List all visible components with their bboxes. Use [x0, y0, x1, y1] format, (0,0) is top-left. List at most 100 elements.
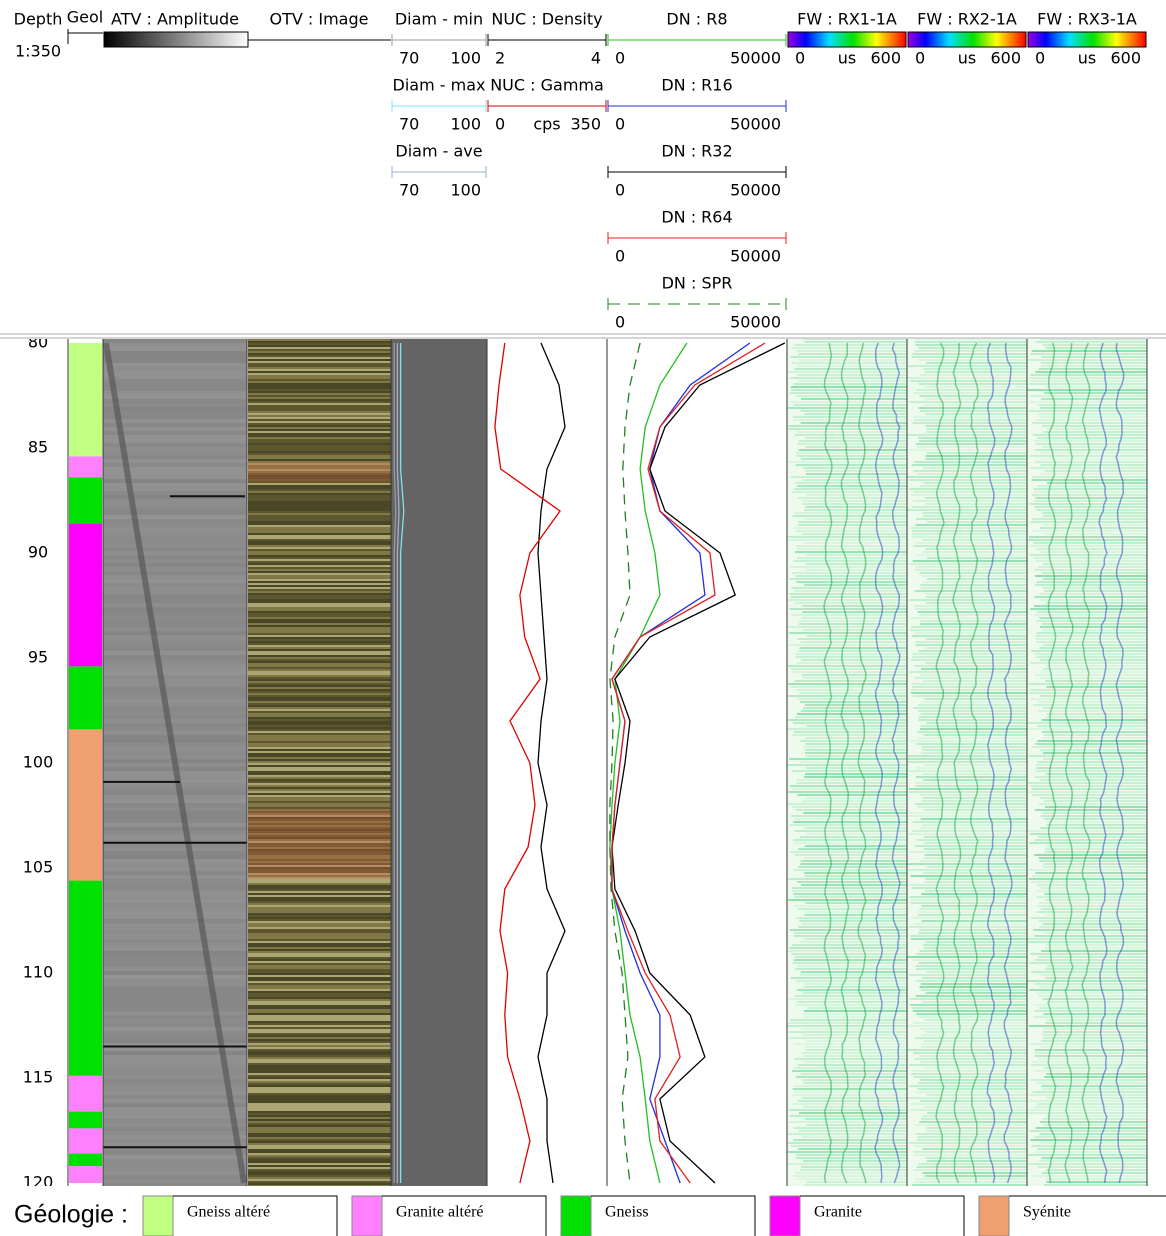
otv-texture — [248, 601, 391, 603]
otv-texture — [248, 729, 391, 731]
otv-texture — [248, 433, 391, 435]
otv-texture — [248, 711, 391, 713]
atv-texture — [103, 459, 247, 463]
otv-texture — [248, 769, 391, 771]
depth-tick-label: 90 — [28, 543, 48, 562]
otv-texture — [248, 1121, 391, 1123]
atv-texture — [103, 739, 247, 743]
otv-texture — [248, 1039, 391, 1041]
atv-texture — [103, 1155, 247, 1159]
atv-texture — [103, 799, 247, 803]
atv-texture — [103, 1055, 247, 1059]
otv-texture — [248, 1035, 391, 1037]
atv-texture — [103, 959, 247, 963]
scale-max: 600 — [870, 49, 901, 68]
otv-texture — [248, 597, 391, 599]
otv-texture — [248, 731, 391, 733]
otv-texture — [248, 805, 391, 807]
curve-title: Diam - ave — [395, 142, 482, 161]
otv-texture — [248, 1057, 391, 1059]
otv-texture — [248, 483, 391, 485]
otv-texture — [248, 961, 391, 963]
atv-texture — [103, 995, 247, 999]
otv-texture — [248, 797, 391, 799]
otv-texture — [248, 375, 391, 377]
atv-texture — [103, 999, 247, 1003]
legend-swatch — [142, 1195, 174, 1236]
atv-texture — [103, 1167, 247, 1171]
otv-texture — [248, 701, 391, 703]
otv-texture — [248, 795, 391, 797]
atv-texture — [103, 1095, 247, 1099]
otv-texture — [248, 549, 391, 551]
otv-texture — [248, 539, 391, 541]
otv-texture — [248, 619, 391, 621]
atv-texture — [103, 1171, 247, 1175]
otv-texture — [248, 1017, 391, 1019]
fw-wave — [1003, 342, 1013, 1184]
scale-max: 350 — [570, 115, 601, 134]
otv-texture — [248, 1145, 391, 1147]
atv-texture — [103, 679, 247, 683]
depth-tick-label: 120 — [23, 1173, 54, 1192]
atv-texture — [103, 839, 247, 843]
atv-texture — [103, 387, 247, 391]
otv-texture — [248, 417, 391, 419]
legend-label: Gneiss — [605, 1204, 649, 1221]
otv-texture — [248, 581, 391, 583]
otv-texture — [248, 517, 391, 519]
scale-max: 600 — [990, 49, 1021, 68]
otv-texture — [248, 1081, 391, 1083]
legend-box — [382, 1195, 547, 1236]
otv-texture — [248, 467, 391, 469]
legend-box — [1009, 1195, 1166, 1197]
otv-texture — [248, 921, 391, 923]
atv-texture — [103, 735, 247, 739]
otv-texture — [248, 1131, 391, 1133]
atv-texture — [103, 391, 247, 395]
atv-texture — [103, 819, 247, 823]
otv-texture — [248, 1181, 391, 1183]
atv-texture — [103, 431, 247, 435]
otv-texture — [248, 863, 391, 865]
otv-texture — [248, 551, 391, 553]
scale-max: 50000 — [730, 181, 781, 200]
log-curve — [393, 343, 397, 1183]
otv-texture — [248, 721, 391, 723]
otv-texture — [248, 1113, 391, 1115]
otv-texture — [248, 1033, 391, 1035]
scale-max: 50000 — [730, 49, 781, 68]
otv-texture — [248, 647, 391, 649]
atv-texture — [103, 1103, 247, 1107]
otv-texture — [248, 573, 391, 575]
fw-wave — [1098, 342, 1108, 1184]
otv-texture — [248, 1163, 391, 1165]
atv-texture — [103, 987, 247, 991]
otv-texture — [248, 451, 391, 453]
atv-texture — [103, 591, 247, 595]
otv-texture — [248, 1009, 391, 1011]
atv-texture — [103, 1111, 247, 1115]
otv-texture — [248, 817, 391, 819]
otv-texture — [248, 569, 391, 571]
otv-texture — [248, 507, 391, 509]
otv-texture — [248, 1125, 391, 1127]
atv-texture — [103, 975, 247, 979]
log-curve — [611, 342, 766, 1184]
atv-texture — [103, 499, 247, 503]
otv-texture — [248, 529, 391, 531]
atv-texture — [103, 723, 247, 727]
atv-texture — [103, 1019, 247, 1023]
otv-texture — [248, 639, 391, 641]
otv-texture — [248, 707, 391, 709]
otv-texture — [248, 985, 391, 987]
atv-texture — [103, 835, 247, 839]
otv-texture — [248, 745, 391, 747]
atv-texture — [103, 895, 247, 899]
atv-texture — [103, 527, 247, 531]
otv-texture — [248, 471, 391, 473]
curve-title: NUC : Gamma — [490, 76, 604, 95]
legend-box — [173, 1195, 338, 1236]
fw-wave — [840, 342, 850, 1184]
otv-texture — [248, 565, 391, 567]
